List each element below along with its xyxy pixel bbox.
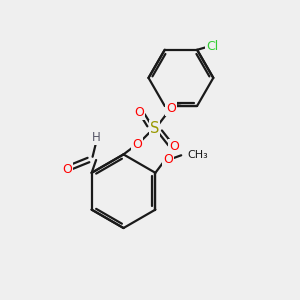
Text: O: O xyxy=(62,163,72,176)
Text: S: S xyxy=(150,121,159,136)
Text: H: H xyxy=(92,131,101,144)
Text: O: O xyxy=(169,140,179,153)
Text: O: O xyxy=(163,153,173,166)
Text: O: O xyxy=(166,102,176,115)
Text: O: O xyxy=(132,138,142,151)
Text: Cl: Cl xyxy=(206,40,218,53)
Text: CH₃: CH₃ xyxy=(188,150,208,160)
Text: O: O xyxy=(134,106,144,119)
